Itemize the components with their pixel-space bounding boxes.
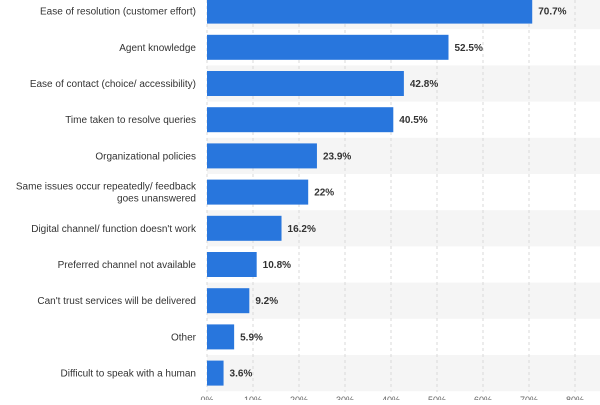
category-label: Same issues occur repeatedly/ feedback go… bbox=[16, 182, 197, 205]
category-labels: Ease of resolution (customer effort) Agen… bbox=[16, 7, 197, 380]
x-tick-label: 0% bbox=[200, 395, 213, 400]
bar bbox=[207, 288, 250, 314]
value-label: 70.7% bbox=[538, 7, 566, 18]
x-tick-label: 60% bbox=[474, 395, 492, 400]
bar bbox=[207, 143, 317, 169]
row-bands bbox=[207, 0, 600, 392]
category-label: Difficult to speak with a human bbox=[61, 369, 196, 380]
category-label: Digital channel/ function doesn't work bbox=[31, 224, 197, 235]
category-label: Ease of resolution (customer effort) bbox=[40, 7, 196, 18]
row-band bbox=[207, 282, 600, 319]
bar bbox=[207, 179, 309, 205]
value-label: 5.9% bbox=[240, 332, 263, 343]
x-tick-label: 30% bbox=[336, 395, 354, 400]
value-label: 3.6% bbox=[230, 369, 253, 380]
x-tick-label: 20% bbox=[290, 395, 308, 400]
value-label: 52.5% bbox=[455, 43, 483, 54]
value-label: 10.8% bbox=[263, 260, 291, 271]
bar bbox=[207, 215, 282, 241]
category-label: Preferred channel not available bbox=[58, 260, 197, 271]
bar bbox=[207, 107, 394, 133]
category-label: Organizational policies bbox=[95, 151, 196, 162]
value-label: 42.8% bbox=[410, 79, 438, 90]
x-tick-label: 70% bbox=[520, 395, 538, 400]
value-label: 22% bbox=[314, 188, 334, 199]
category-label: Ease of contact (choice/ accessibility) bbox=[30, 79, 196, 90]
row-band bbox=[207, 355, 600, 392]
category-label: Time taken to resolve queries bbox=[65, 115, 196, 126]
x-tick-label: 10% bbox=[244, 395, 262, 400]
value-label: 9.2% bbox=[255, 296, 278, 307]
bar bbox=[207, 34, 449, 60]
value-label: 23.9% bbox=[323, 151, 351, 162]
value-label: 40.5% bbox=[399, 115, 427, 126]
x-axis-tick-labels: 0% 10% 20% 30% 40% 50% 60% 70% 80% bbox=[200, 395, 584, 405]
bar bbox=[207, 324, 235, 350]
bars bbox=[207, 0, 533, 386]
category-label: Agent knowledge bbox=[119, 43, 196, 54]
bar bbox=[207, 0, 533, 24]
bar bbox=[207, 252, 257, 277]
value-labels: 70.7% 52.5% 42.8% 40.5% 23.9% 22% 16.2% 10.8% 9.… bbox=[230, 7, 567, 380]
category-label: Other bbox=[171, 332, 197, 343]
x-tick-label: 80% bbox=[566, 395, 584, 400]
x-tick-label: 50% bbox=[428, 395, 446, 400]
bar bbox=[207, 71, 404, 96]
value-label: 16.2% bbox=[288, 224, 316, 235]
x-tick-label: 40% bbox=[382, 395, 400, 400]
bar bbox=[207, 360, 224, 386]
category-label: Can't trust services will be delivered bbox=[37, 296, 196, 307]
